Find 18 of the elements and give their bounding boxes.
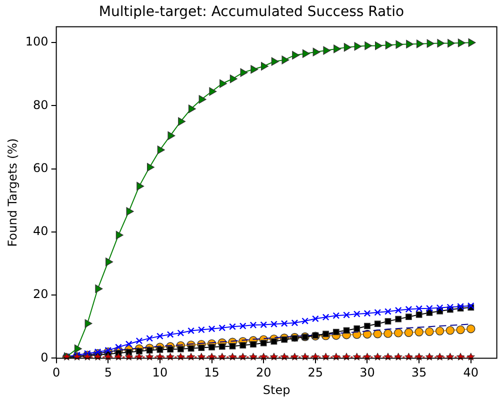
x-axis-title: Step	[262, 382, 290, 397]
x-tick-label: 25	[308, 366, 324, 380]
x-tick-label: 0	[52, 366, 60, 380]
y-axis-title: Found Targets (%)	[5, 138, 20, 247]
x-tick-label: 10	[152, 366, 168, 380]
y-tick-label: 80	[33, 98, 48, 112]
y-tick-label: 100	[25, 34, 48, 49]
x-tick-label: 30	[360, 366, 375, 380]
x-tick-label: 5	[104, 366, 112, 380]
x-tick-label: 20	[256, 366, 272, 380]
y-tick-label: 0	[40, 350, 48, 364]
x-tick-label: 15	[204, 366, 220, 380]
y-tick-label: 60	[33, 160, 48, 175]
y-tick-label: 20	[33, 287, 48, 302]
x-tick-label: 35	[411, 366, 427, 380]
chart-title: Multiple-target: Accumulated Success Ratio	[98, 4, 404, 20]
x-tick-label: 40	[463, 366, 479, 380]
y-tick-label: 40	[33, 224, 48, 238]
